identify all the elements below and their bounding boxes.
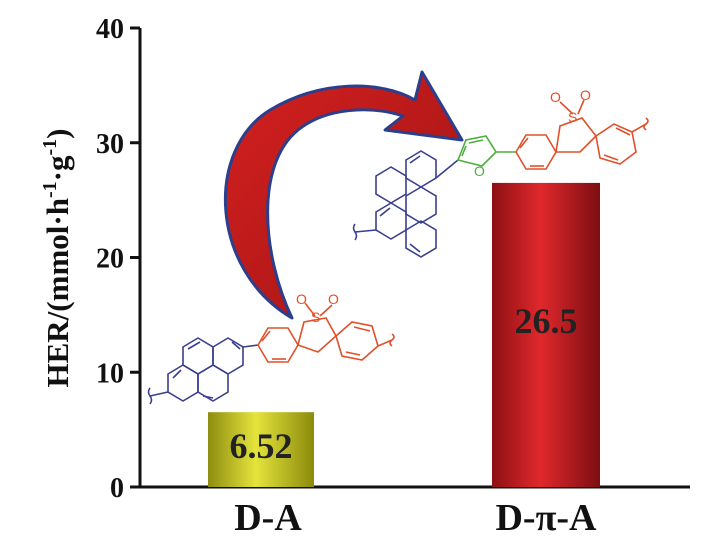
d-pi-a-oxygen-left: O xyxy=(550,89,561,105)
y-tick-label: 40 xyxy=(96,14,124,45)
d-pi-a-sulfur: S xyxy=(568,109,577,125)
sulfone-acceptor-d-pi-a xyxy=(515,99,649,170)
sulfone-acceptor-d-a xyxy=(257,302,395,363)
d-a-sulfur: S xyxy=(311,309,320,325)
bar-d-pi-a xyxy=(492,182,600,487)
bars: 6.52 26.5 xyxy=(208,182,600,487)
data-label-d-pi-a: 26.5 xyxy=(515,301,578,341)
pyrene-donor-d-a xyxy=(147,337,259,405)
y-tick-label: 30 xyxy=(96,129,124,160)
y-ticks: 0 10 20 30 40 xyxy=(96,14,140,504)
curved-arrow xyxy=(223,70,464,320)
bar-d-a xyxy=(208,412,314,487)
d-a-molecule: O S O xyxy=(147,291,395,405)
y-axis-title: HER/(mmol·h-1·g-1) xyxy=(39,129,75,388)
d-a-oxygen-right: O xyxy=(328,291,339,307)
category-label-d-a: D-A xyxy=(234,497,302,539)
y-tick-label: 0 xyxy=(110,473,124,504)
y-tick-label: 10 xyxy=(96,358,124,389)
d-pi-a-oxygen-right: O xyxy=(580,87,591,103)
furan-bridge xyxy=(456,135,516,167)
pyrene-donor-d-pi-a xyxy=(352,150,459,258)
data-label-d-a: 6.52 xyxy=(230,426,293,466)
d-a-oxygen-left: O xyxy=(296,291,307,307)
category-label-d-pi-a: D-π-A xyxy=(495,497,597,539)
y-tick-label: 20 xyxy=(96,244,124,275)
furan-oxygen: O xyxy=(474,163,485,179)
d-pi-a-molecule: O S O O xyxy=(352,87,649,258)
